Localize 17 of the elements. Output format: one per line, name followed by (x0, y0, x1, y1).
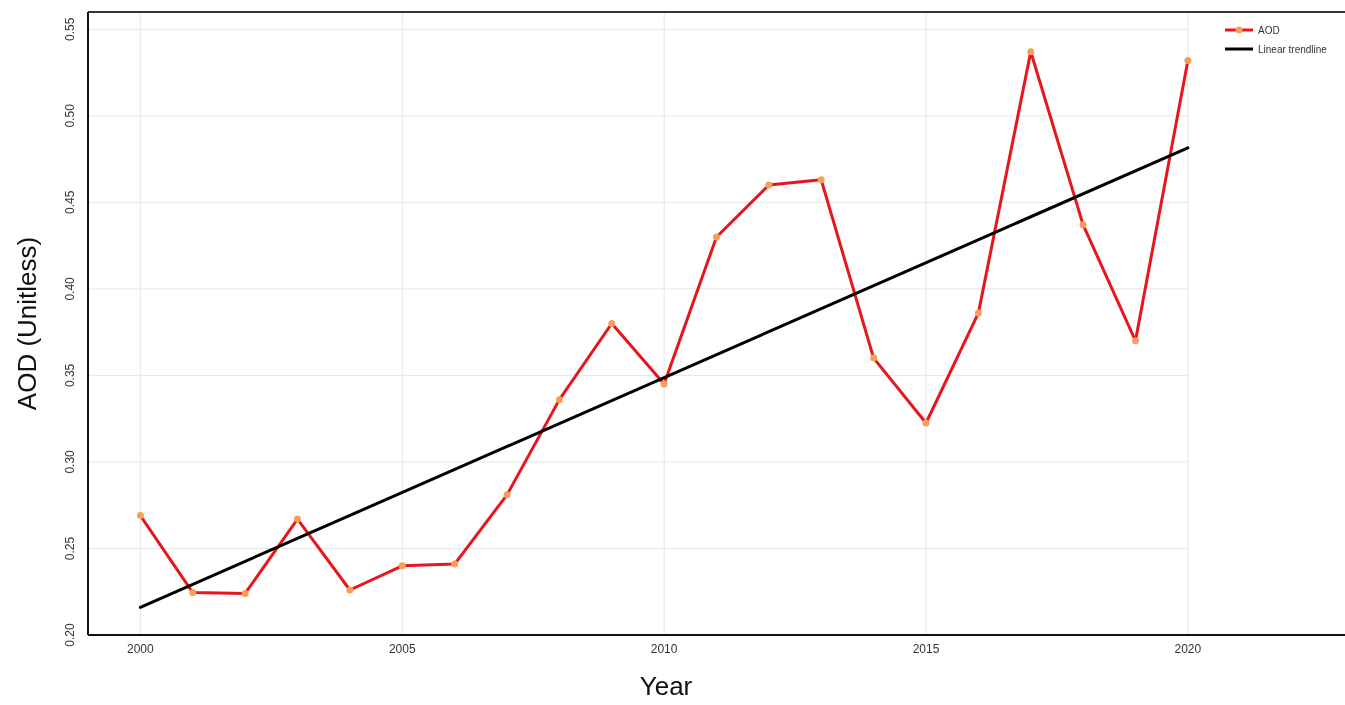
legend-label: AOD (1258, 25, 1280, 36)
y-tick-label: 0.25 (63, 536, 77, 561)
x-tick-label: 2020 (1174, 642, 1202, 656)
y-tick-label: 0.40 (63, 276, 77, 301)
x-tick-label: 2005 (388, 642, 416, 656)
y-tick-label: 0.35 (63, 363, 77, 388)
y-tick-label: 0.20 (63, 623, 77, 647)
y-axis-title: AOD (Unitless) (12, 236, 42, 411)
y-tick-label: 0.30 (63, 449, 77, 474)
x-tick-label: 2000 (127, 642, 155, 656)
y-tick-label: 0.55 (63, 17, 77, 41)
x-tick-label: 2015 (912, 642, 940, 656)
y-tick-label: 0.45 (63, 190, 77, 215)
x-tick-label: 2010 (650, 642, 678, 656)
y-tick-label: 0.50 (63, 103, 77, 128)
x-axis-title: Year (639, 671, 693, 701)
legend-label: Linear trendline (1258, 44, 1328, 55)
